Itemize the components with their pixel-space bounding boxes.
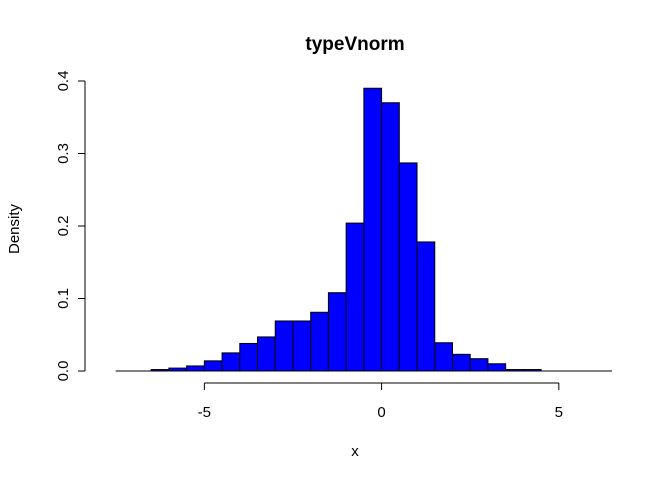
histogram-bar xyxy=(221,352,241,372)
x-tick-label: 0 xyxy=(377,404,385,421)
histogram-bar xyxy=(363,87,383,372)
histogram-bar xyxy=(257,336,276,372)
histogram-bar xyxy=(398,162,418,372)
histogram-bar xyxy=(186,365,205,372)
y-axis: 0.0 0.1 0.2 0.3 0.4 xyxy=(55,71,86,382)
histogram-bar xyxy=(469,358,489,372)
histogram-bars xyxy=(115,87,612,372)
x-tick-label: -5 xyxy=(198,404,211,421)
x-axis: -5 0 5 xyxy=(198,382,563,421)
histogram-bar xyxy=(203,360,223,372)
histogram-bar xyxy=(487,363,507,372)
histogram-bar xyxy=(239,342,259,372)
x-tick-label: 5 xyxy=(555,404,563,421)
histogram-bar xyxy=(434,342,453,372)
histogram-bar xyxy=(381,102,400,372)
y-tick-label: 0.2 xyxy=(55,216,72,237)
histogram-bar xyxy=(451,353,471,372)
y-axis-label: Density xyxy=(6,203,23,254)
histogram-bar xyxy=(274,320,294,372)
y-tick-label: 0.0 xyxy=(55,361,72,382)
x-axis-label: x xyxy=(351,443,359,460)
histogram-bar xyxy=(345,222,365,372)
histogram-bar xyxy=(416,241,436,372)
histogram-bar xyxy=(327,292,347,372)
y-tick-label: 0.3 xyxy=(55,143,72,164)
y-tick-label: 0.1 xyxy=(55,288,72,309)
histogram-bar xyxy=(292,320,312,372)
y-tick-label: 0.4 xyxy=(55,71,72,92)
histogram-bar xyxy=(310,311,329,372)
chart-title: typeVnorm xyxy=(305,34,404,55)
